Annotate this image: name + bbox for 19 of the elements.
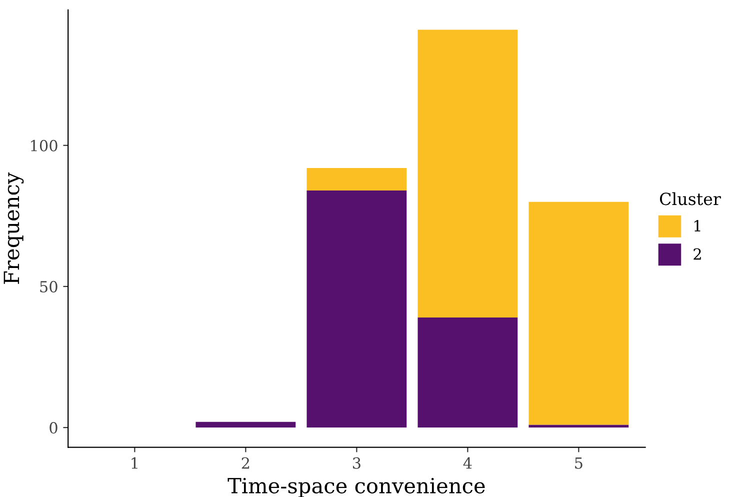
y-tick-label: 0 bbox=[50, 422, 58, 434]
x-tick-label: 2 bbox=[242, 457, 250, 469]
y-axis-title: Frequency bbox=[4, 172, 24, 284]
bar bbox=[418, 30, 518, 318]
x-tick-label: 1 bbox=[132, 457, 138, 469]
bar bbox=[528, 424, 629, 428]
y-tick-label: 50 bbox=[40, 280, 58, 292]
legend-label: 1 bbox=[694, 220, 700, 232]
bar bbox=[528, 202, 629, 425]
bar bbox=[418, 318, 518, 428]
bar bbox=[306, 168, 407, 191]
legend-label: 2 bbox=[694, 248, 701, 260]
legend-title: Cluster bbox=[660, 192, 721, 206]
bar bbox=[196, 422, 296, 428]
x-tick-label: 4 bbox=[463, 457, 472, 469]
y-tick-label: 100 bbox=[31, 140, 58, 152]
x-tick-label: 3 bbox=[352, 457, 360, 469]
bar bbox=[306, 190, 407, 428]
x-tick-label: 5 bbox=[575, 457, 582, 469]
